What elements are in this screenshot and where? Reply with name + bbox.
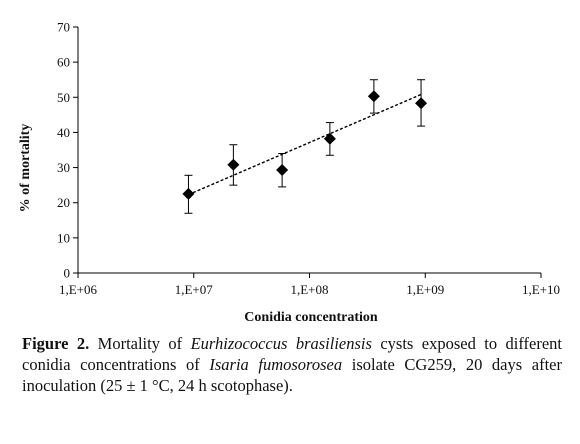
x-tick-label: 1,E+09 bbox=[406, 282, 444, 297]
x-tick-label: 1,E+08 bbox=[290, 282, 328, 297]
figure-caption: Figure 2. Mortality of Eurhizococcus bra… bbox=[22, 333, 562, 396]
mortality-chart: 0 10 20 30 40 50 60 70 1,E+06 1,E+07 1,E+08 1,E+09… bbox=[18, 20, 560, 326]
data-point bbox=[415, 97, 428, 110]
y-tick-label: 60 bbox=[57, 55, 70, 70]
trendline bbox=[188, 93, 422, 196]
data-point bbox=[367, 90, 380, 103]
caption-species-2: Isaria fumosorosea bbox=[209, 355, 343, 374]
y-tick-label: 20 bbox=[57, 195, 70, 210]
y-tick-label: 10 bbox=[57, 230, 70, 245]
x-ticks: 1,E+06 1,E+07 1,E+08 1,E+09 1,E+10 bbox=[59, 273, 560, 297]
x-tick-label: 1,E+10 bbox=[522, 282, 560, 297]
y-tick-label: 50 bbox=[57, 90, 70, 105]
data-point bbox=[182, 187, 195, 200]
y-ticks: 0 10 20 30 40 50 60 70 bbox=[57, 20, 78, 281]
x-axis-title: Conidia concentration bbox=[244, 310, 378, 325]
caption-text-1: Mortality of bbox=[89, 334, 191, 353]
caption-text-3: isolate CG259, 20 days after inoculation… bbox=[22, 355, 562, 395]
caption-species-1: Eurhizococcus brasiliensis bbox=[190, 334, 372, 353]
y-tick-label: 40 bbox=[57, 125, 70, 140]
data-points bbox=[182, 79, 428, 214]
data-point bbox=[276, 164, 289, 177]
x-tick-label: 1,E+07 bbox=[175, 282, 214, 297]
x-tick-label: 1,E+06 bbox=[59, 282, 98, 297]
caption-text-2: cysts exposed to different conidia conce… bbox=[22, 334, 562, 374]
data-point bbox=[323, 132, 336, 145]
data-point bbox=[227, 158, 240, 171]
y-axis-title: % of mortality bbox=[18, 124, 33, 213]
axes bbox=[77, 27, 541, 274]
caption-label: Figure 2. bbox=[22, 334, 90, 353]
y-tick-label: 0 bbox=[64, 266, 71, 281]
y-tick-label: 70 bbox=[57, 20, 70, 35]
trendline-group bbox=[188, 93, 422, 196]
y-tick-label: 30 bbox=[57, 160, 70, 175]
